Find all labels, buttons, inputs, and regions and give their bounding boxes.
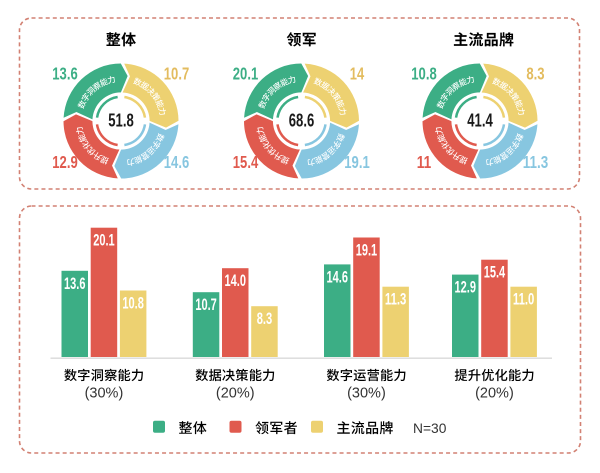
svg-text:8.3: 8.3 — [257, 310, 273, 328]
svg-text:(20%): (20%) — [475, 386, 514, 402]
svg-text:10.8: 10.8 — [122, 295, 143, 313]
svg-text:(20%): (20%) — [216, 386, 255, 402]
svg-text:11.3: 11.3 — [385, 291, 406, 309]
svg-text:14: 14 — [350, 63, 365, 83]
svg-text:(30%): (30%) — [85, 386, 124, 402]
svg-text:14.6: 14.6 — [164, 152, 190, 172]
svg-text:19.1: 19.1 — [356, 242, 377, 260]
svg-text:11.3: 11.3 — [523, 152, 549, 172]
svg-text:51.8: 51.8 — [108, 110, 134, 131]
svg-text:19.1: 19.1 — [344, 152, 370, 172]
svg-text:15.4: 15.4 — [484, 264, 505, 282]
svg-text:14.6: 14.6 — [327, 268, 348, 286]
svg-text:15.4: 15.4 — [233, 152, 259, 172]
svg-text:8.3: 8.3 — [526, 63, 544, 83]
svg-text:10.7: 10.7 — [164, 63, 189, 83]
svg-text:10.8: 10.8 — [411, 63, 437, 83]
svg-text:12.9: 12.9 — [455, 279, 476, 297]
svg-text:41.4: 41.4 — [467, 110, 493, 131]
svg-text:10.7: 10.7 — [195, 296, 216, 314]
svg-text:20.1: 20.1 — [233, 63, 259, 83]
svg-text:14.0: 14.0 — [225, 272, 246, 290]
svg-text:12.9: 12.9 — [52, 152, 78, 172]
svg-text:20.1: 20.1 — [93, 232, 114, 250]
svg-text:11: 11 — [417, 152, 432, 172]
svg-text:13.6: 13.6 — [64, 275, 85, 293]
svg-text:68.6: 68.6 — [289, 110, 315, 131]
svg-text:13.6: 13.6 — [52, 63, 78, 83]
svg-text:N=30: N=30 — [413, 421, 447, 436]
svg-text:11.0: 11.0 — [513, 291, 534, 309]
svg-text:(30%): (30%) — [347, 386, 386, 402]
